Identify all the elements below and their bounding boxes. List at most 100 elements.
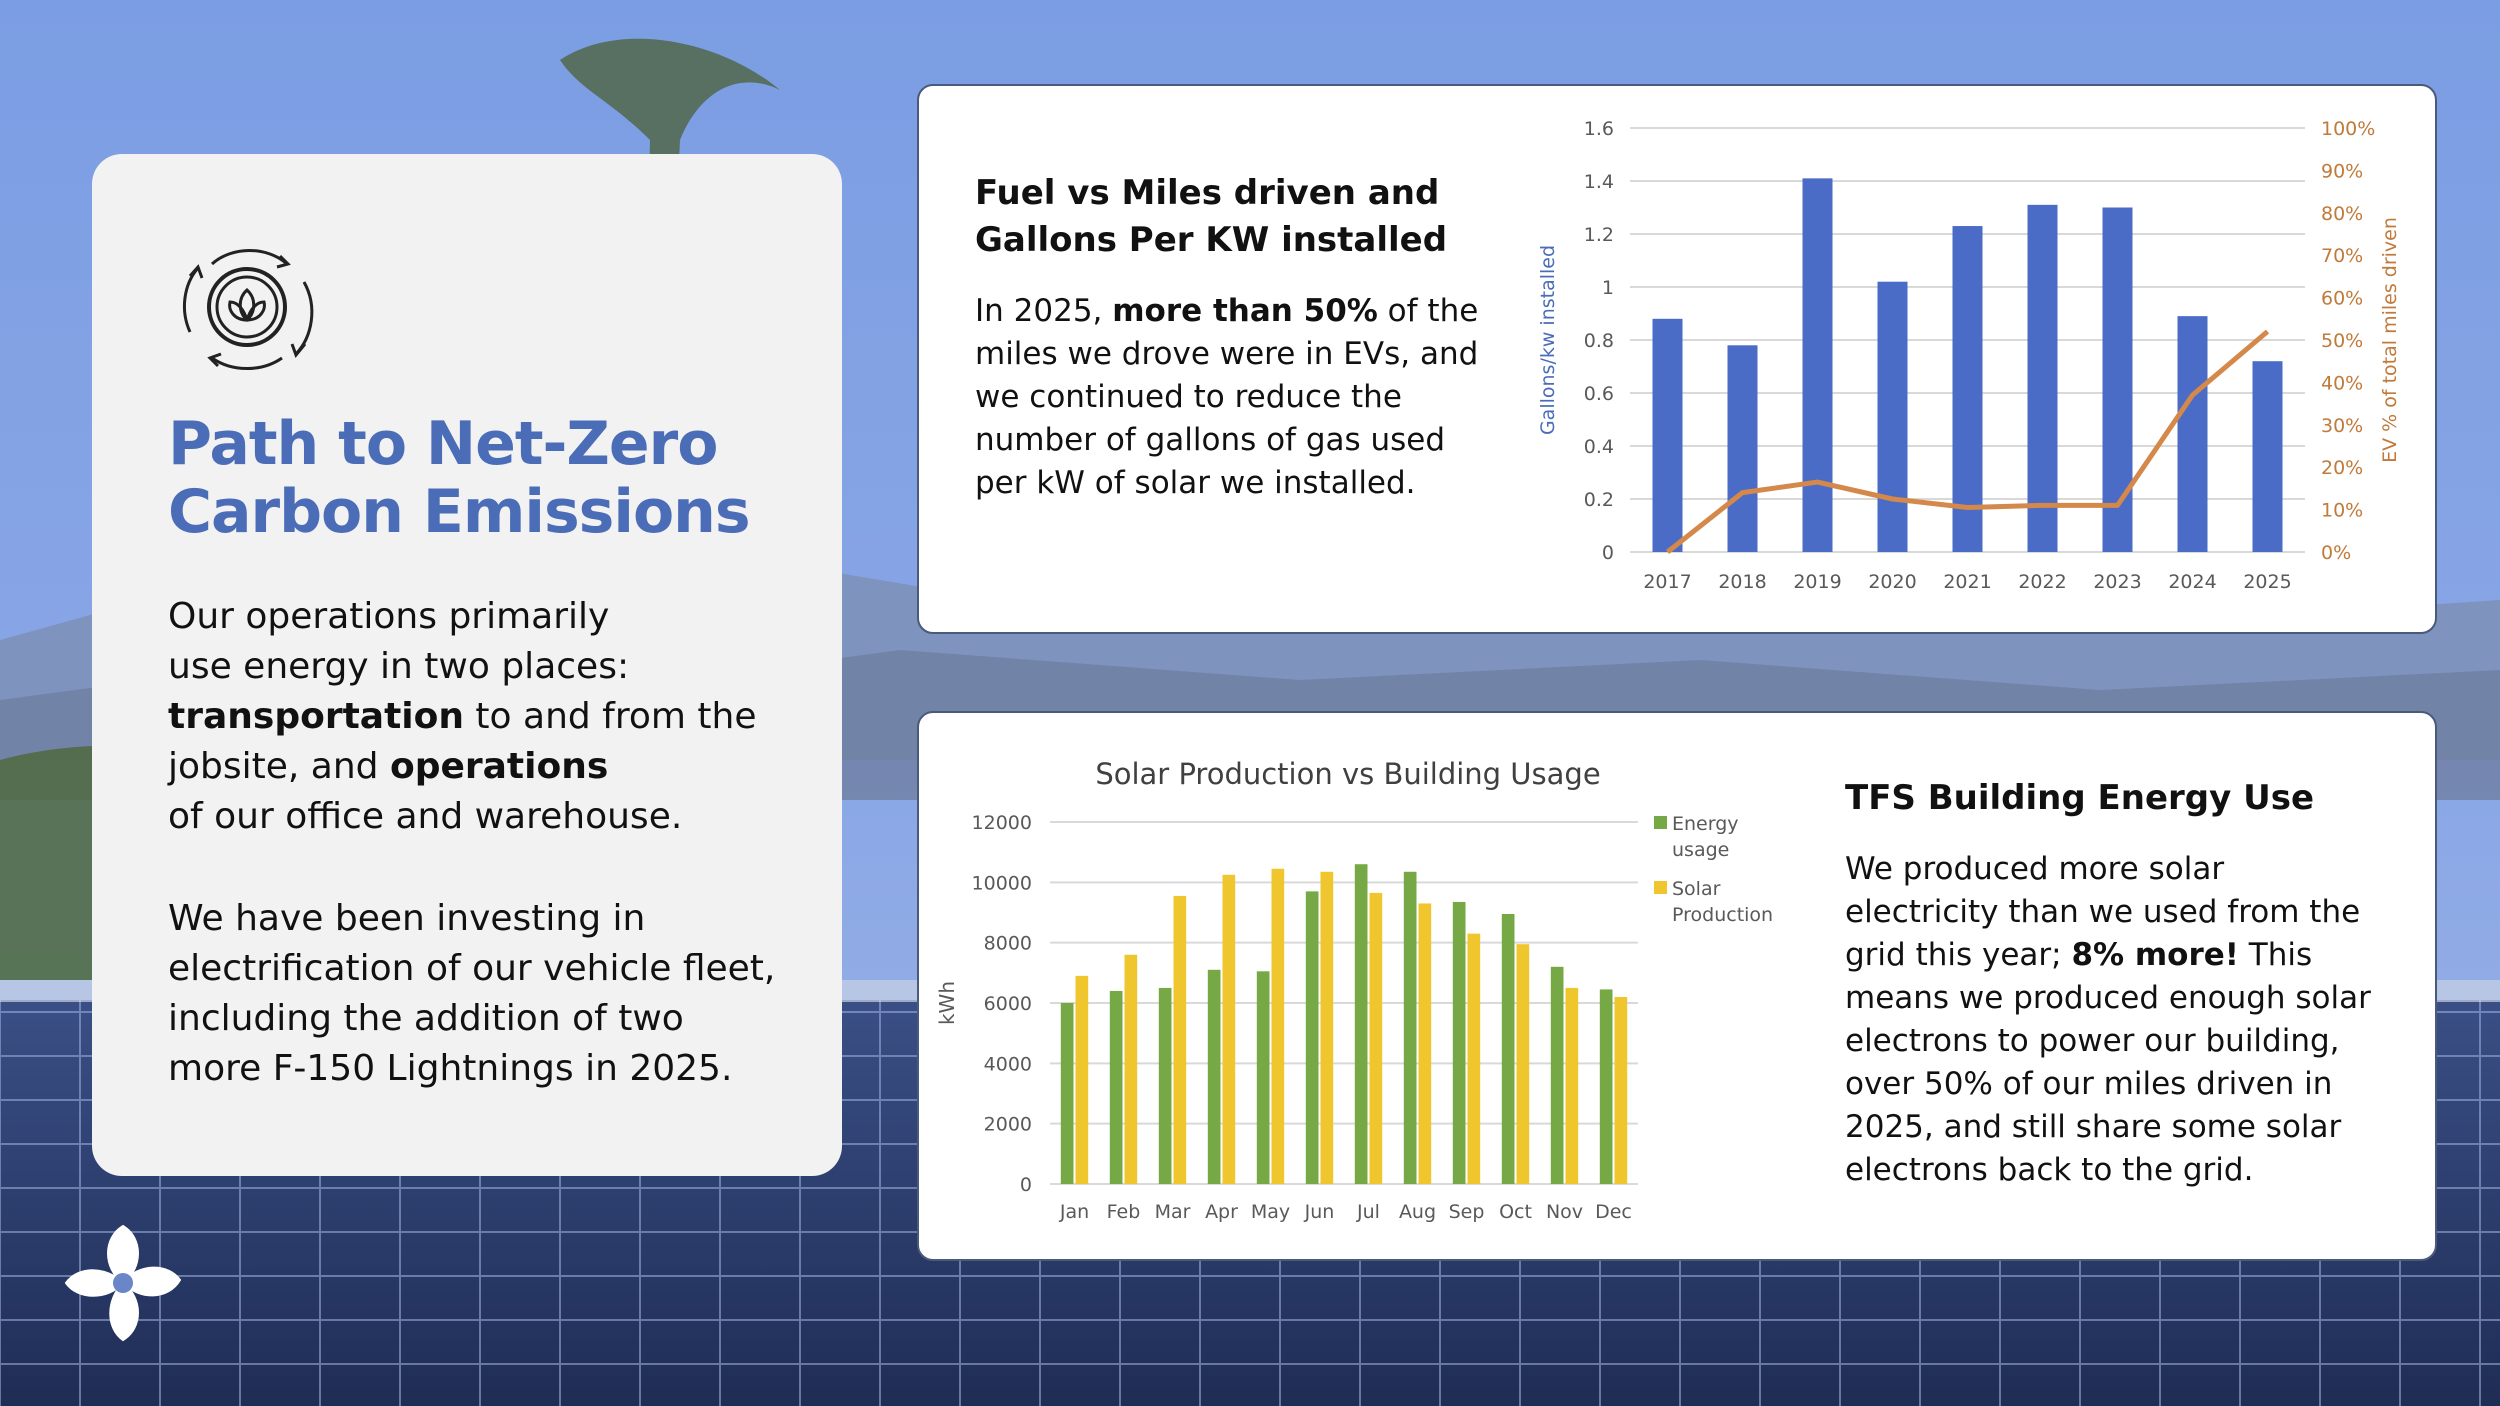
y2-tick-label: 70%	[2321, 245, 2363, 267]
x-tick-label: 2019	[1793, 571, 1841, 593]
y2-tick-label: 100%	[2321, 118, 2375, 140]
y-tick-label: 0	[1602, 542, 1614, 564]
bar-solar-production	[1222, 874, 1236, 1184]
text-line: use energy in two places:	[168, 646, 630, 687]
bar-energy-usage	[1452, 901, 1466, 1184]
y-tick-label: 6000	[984, 993, 1032, 1015]
bar-solar-production	[1467, 933, 1481, 1184]
bar-solar-production	[1516, 944, 1530, 1184]
bar-gallons-per-kw	[2102, 207, 2133, 552]
bar-energy-usage	[1256, 971, 1270, 1184]
bar-solar-production	[1320, 871, 1334, 1184]
bar-solar-production	[1173, 895, 1187, 1184]
title-line: Fuel vs Miles driven and	[975, 173, 1440, 213]
legend-swatch	[1654, 816, 1667, 829]
title-line: Gallons Per KW installed	[975, 220, 1448, 260]
bar-energy-usage	[1207, 969, 1221, 1184]
energy-card-text: We produced more solar electricity than …	[1845, 848, 2415, 1192]
y2-tick-label: 0%	[2321, 542, 2351, 564]
text-line: electrons back to the grid.	[1845, 1152, 2254, 1188]
text-fragment: grid this year;	[1845, 937, 2072, 973]
bar-energy-usage	[1060, 1003, 1074, 1184]
legend-label: Solar	[1672, 878, 1721, 900]
text-line: number of gallons of gas used	[975, 422, 1446, 458]
y2-tick-label: 20%	[2321, 457, 2363, 479]
y-axis-label: kWh	[935, 981, 959, 1025]
y2-tick-label: 50%	[2321, 330, 2363, 352]
x-tick-label: Feb	[1107, 1201, 1141, 1223]
text-line: Our operations primarily	[168, 596, 610, 637]
bar-energy-usage	[1403, 871, 1417, 1184]
y-tick-label: 0	[1020, 1174, 1032, 1196]
text-fragment: of the	[1377, 293, 1479, 329]
y2-tick-label: 30%	[2321, 415, 2363, 437]
text-fragment: In 2025,	[975, 293, 1113, 329]
text-line: more F-150 Lightnings in 2025.	[168, 1048, 733, 1089]
y2-tick-label: 60%	[2321, 288, 2363, 310]
bar-solar-production	[1075, 975, 1089, 1184]
bar-gallons-per-kw	[2027, 204, 2058, 552]
x-tick-label: Apr	[1205, 1201, 1238, 1223]
x-tick-label: 2024	[2168, 571, 2216, 593]
y-tick-label: 1.2	[1584, 224, 1614, 246]
legend-swatch	[1654, 881, 1667, 894]
text-line: over 50% of our miles driven in	[1845, 1066, 2333, 1102]
x-tick-label: May	[1251, 1201, 1290, 1223]
x-tick-label: Jun	[1304, 1201, 1335, 1223]
bar-energy-usage	[1550, 966, 1564, 1184]
x-tick-label: Sep	[1449, 1201, 1485, 1223]
bar-solar-production	[1418, 903, 1432, 1184]
x-tick-label: 2021	[1943, 571, 1991, 593]
y-tick-label: 0.6	[1584, 383, 1614, 405]
text-line: We produced more solar	[1845, 851, 2225, 887]
y-tick-label: 8000	[984, 933, 1032, 955]
fuel-card-title: Fuel vs Miles driven and Gallons Per KW …	[975, 170, 1495, 264]
text-fragment: This	[2238, 937, 2313, 973]
y2-axis-label: EV % of total miles driven	[2379, 217, 2401, 463]
bar-gallons-per-kw	[1727, 345, 1758, 552]
y-axis-label: Gallons/kw installed	[1537, 245, 1559, 435]
y2-tick-label: 90%	[2321, 160, 2363, 182]
legend-label: Energy	[1672, 813, 1739, 835]
bar-gallons-per-kw	[2177, 316, 2208, 552]
energy-card-title: TFS Building Energy Use	[1845, 778, 2315, 818]
text-fragment: to and from the	[463, 696, 757, 737]
text-line: means we produced enough solar	[1845, 980, 2371, 1016]
text-fragment: jobsite, and	[168, 746, 390, 787]
fuel-card-text: In 2025, more than 50% of the miles we d…	[975, 290, 1495, 505]
title-line: Path to Net-Zero	[168, 409, 718, 479]
text-line: electricity than we used from the	[1845, 894, 2361, 930]
x-tick-label: Dec	[1595, 1201, 1632, 1223]
bar-energy-usage	[1109, 990, 1123, 1184]
x-tick-label: Jul	[1356, 1201, 1380, 1223]
y2-tick-label: 10%	[2321, 500, 2363, 522]
bar-gallons-per-kw	[1802, 178, 1833, 552]
bar-solar-production	[1124, 954, 1138, 1184]
bold-text: transportation	[168, 696, 464, 737]
bar-energy-usage	[1305, 891, 1319, 1184]
x-tick-label: Nov	[1546, 1201, 1583, 1223]
text-line: electrification of our vehicle fleet,	[168, 948, 776, 989]
ev-percent-line	[1665, 329, 2270, 554]
y-tick-label: 0.2	[1584, 489, 1614, 511]
chart-title: Solar Production vs Building Usage	[1095, 757, 1600, 791]
lotus-cycle-icon	[183, 249, 314, 370]
y-tick-label: 2000	[984, 1114, 1032, 1136]
y-tick-label: 10000	[972, 872, 1032, 894]
x-tick-label: 2023	[2093, 571, 2141, 593]
bar-gallons-per-kw	[2252, 361, 2283, 552]
x-tick-label: Jan	[1059, 1201, 1089, 1223]
bar-solar-production	[1369, 892, 1383, 1184]
text-line: per kW of solar we installed.	[975, 465, 1416, 501]
title-line: Carbon Emissions	[168, 477, 751, 547]
flower-logo-icon	[64, 1224, 182, 1342]
text-line: electrons to power our building,	[1845, 1023, 2340, 1059]
y2-tick-label: 80%	[2321, 203, 2363, 225]
page-title: Path to Net-Zero Carbon Emissions	[168, 410, 818, 546]
bar-energy-usage	[1599, 989, 1613, 1184]
x-tick-label: Oct	[1499, 1201, 1532, 1223]
x-tick-label: 2020	[1868, 571, 1916, 593]
bar-energy-usage	[1158, 987, 1172, 1184]
y2-tick-label: 40%	[2321, 372, 2363, 394]
text-line: of our office and warehouse.	[168, 796, 683, 837]
